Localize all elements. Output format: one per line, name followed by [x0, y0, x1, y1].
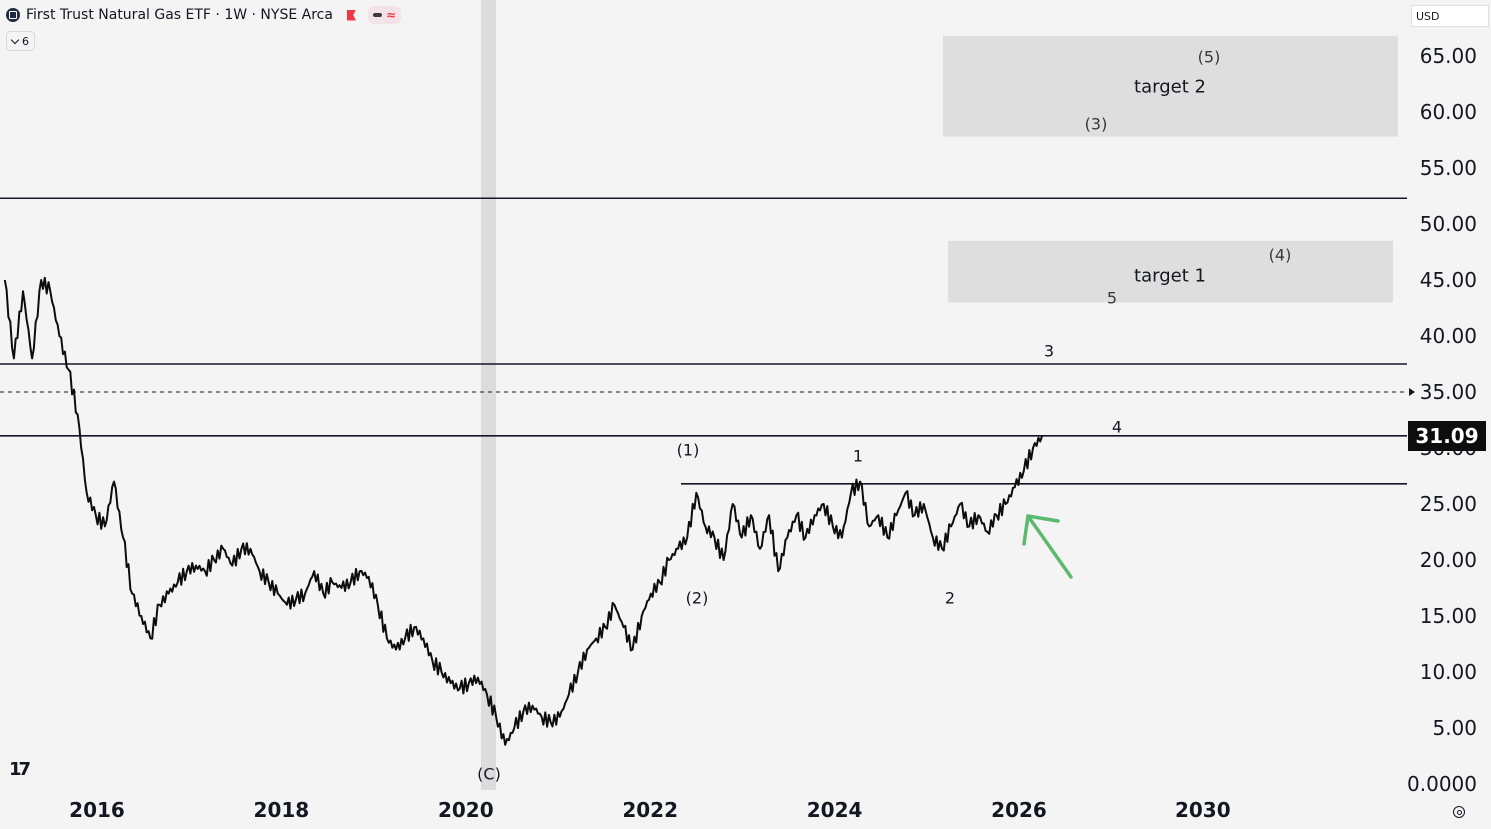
wave-label: 4 [1111, 417, 1123, 437]
currency-selector[interactable]: USD [1411, 5, 1489, 27]
symbol-header[interactable]: First Trust Natural Gas ETF · 1W · NYSE … [6, 5, 402, 25]
price-axis-label: 50.00 [1419, 212, 1477, 236]
chevron-down-icon [10, 35, 20, 44]
price-axis-label: 55.00 [1419, 156, 1477, 180]
wave-label: (1) [676, 440, 700, 460]
symbol-logo-icon [6, 8, 20, 22]
price-axis-label: 5.00 [1432, 716, 1477, 740]
price-axis-label: 20.00 [1419, 548, 1477, 572]
wave-label: 1 [852, 446, 864, 466]
price-axis-label: 60.00 [1419, 100, 1477, 124]
price-axis-label: 25.00 [1419, 492, 1477, 516]
wave-label: 5 [1106, 288, 1118, 308]
wave-label: (5) [1197, 47, 1221, 67]
price-axis-label: 40.00 [1419, 324, 1477, 348]
approx-icon: ≈ [385, 8, 397, 22]
price-axis-label: 35.00 [1419, 380, 1477, 404]
settings-icon[interactable] [1453, 806, 1465, 818]
price-axis-label: 45.00 [1419, 268, 1477, 292]
symbol-title: First Trust Natural Gas ETF · 1W · NYSE … [26, 7, 333, 23]
indicators-toggle-button[interactable]: 6 [6, 31, 35, 51]
target-box [948, 240, 1393, 303]
wave-label: (C) [477, 764, 501, 784]
minus-icon [372, 13, 382, 17]
price-axis-label: 10.00 [1419, 660, 1477, 684]
time-axis-label: 2030 [1174, 798, 1231, 822]
time-axis-label: 2022 [622, 798, 679, 822]
target-label: target 2 [1134, 76, 1206, 98]
time-axis[interactable]: 2016 2018 2020 2022 2024 2026 2030 [0, 790, 1407, 829]
time-axis-label: 2018 [253, 798, 310, 822]
time-axis-label: 2024 [806, 798, 863, 822]
time-axis-label: 2026 [991, 798, 1047, 822]
price-line [3, 276, 1044, 746]
price-scale[interactable]: 65.0060.0055.0050.0045.0040.0035.0030.00… [1407, 0, 1491, 829]
wave-label: (3) [1084, 114, 1108, 134]
price-axis-label: 15.00 [1419, 604, 1477, 628]
highlight-band [481, 0, 496, 790]
flag-icon[interactable] [346, 9, 356, 21]
tradingview-logo[interactable]: 17 [9, 759, 31, 780]
wave-label: 3 [1043, 341, 1055, 361]
wave-label: (4) [1268, 245, 1292, 265]
data-status-pill[interactable]: ≈ [367, 6, 402, 24]
green-arrow-icon [1022, 514, 1073, 579]
last-price-badge: 31.09 [1408, 421, 1486, 451]
time-axis-label: 2020 [437, 798, 494, 822]
target-box [943, 35, 1398, 137]
level-marker-icon [1409, 388, 1415, 396]
price-axis-label: 65.00 [1419, 44, 1477, 68]
wave-label: 2 [944, 588, 956, 608]
time-axis-label: 2016 [69, 798, 125, 822]
wave-label: (2) [685, 588, 709, 608]
price-axis-label: 0.0000 [1407, 772, 1477, 796]
target-label: target 1 [1134, 265, 1206, 287]
indicator-count: 6 [22, 34, 29, 48]
